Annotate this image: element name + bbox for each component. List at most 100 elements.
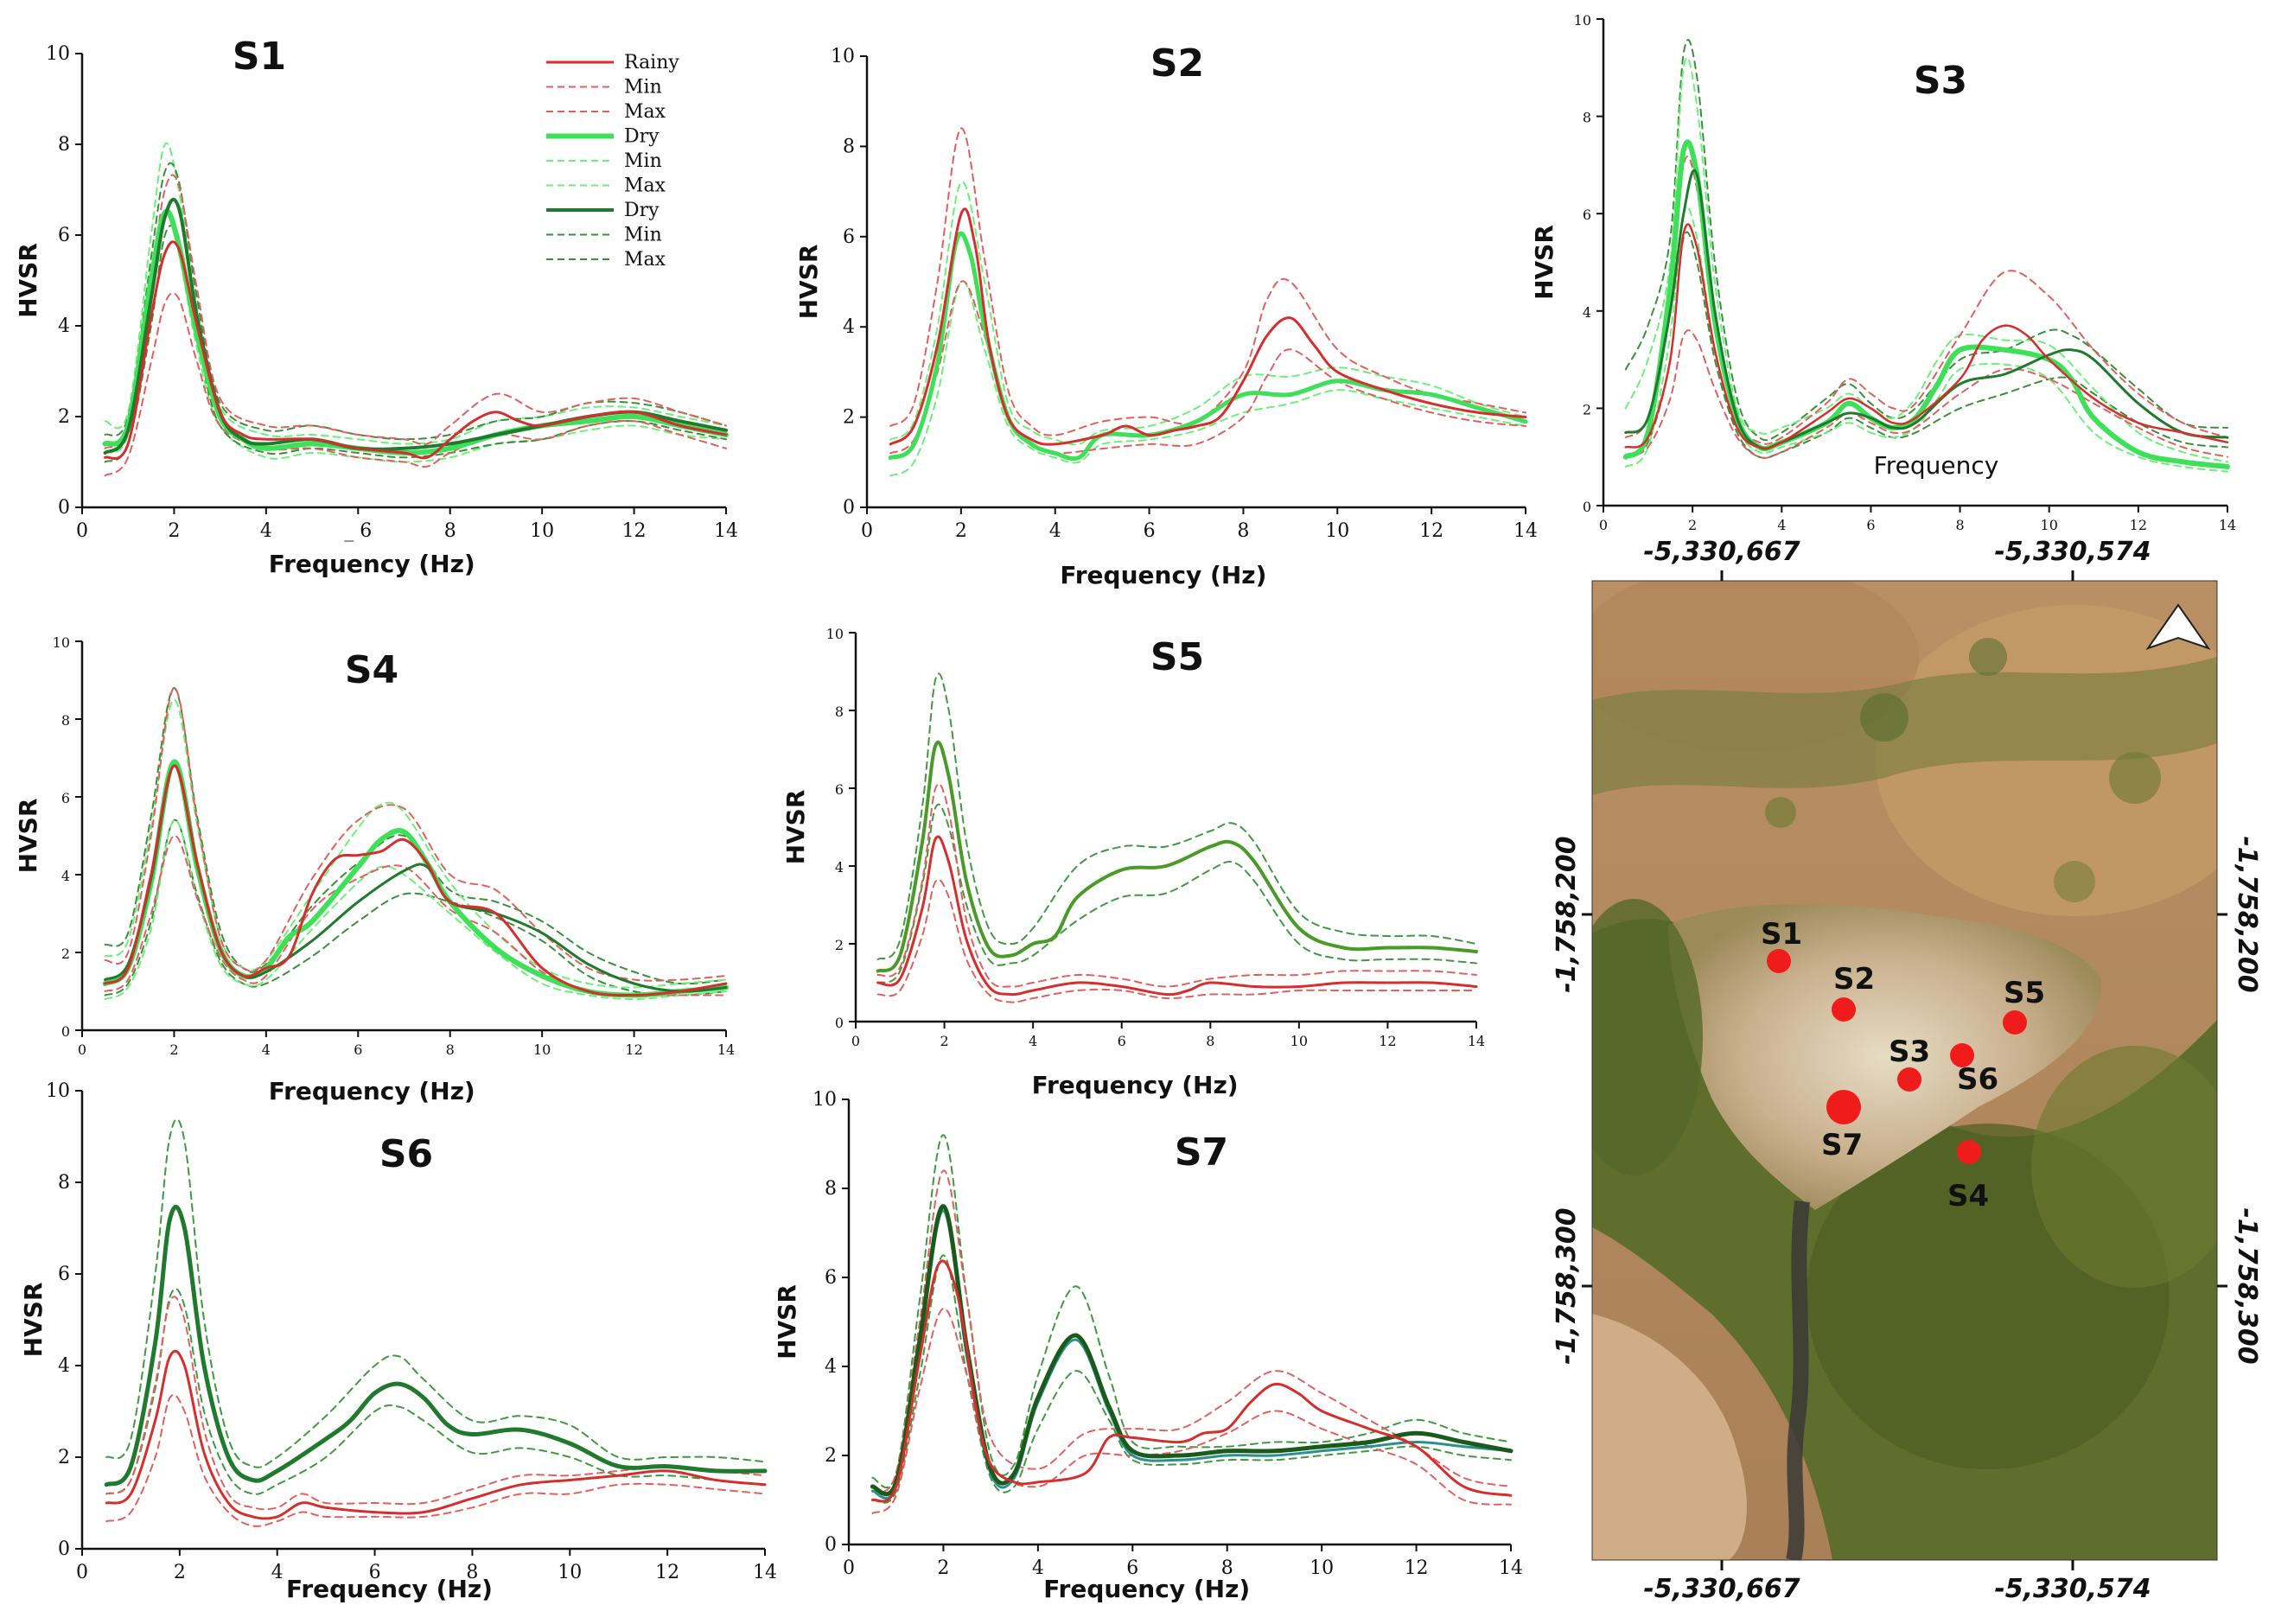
s1-title: S1 (233, 35, 286, 79)
s5-x-tick-label: 2 (940, 1033, 948, 1049)
s2-x-tick-label: 12 (1419, 520, 1443, 542)
s4-y-label: HVSR (14, 799, 42, 874)
s3-y-tick-label: 10 (1574, 12, 1591, 29)
s4-series-dry-light-min (104, 818, 727, 1000)
s6-x-tick-label: 14 (753, 1562, 777, 1583)
chart-panel-s1: 0 2 4 6 8 10 0 2 4 _ 6 8 10 12 14 S1 HVSR Frequency (Hz) (14, 35, 738, 578)
site-marker-s5 (2003, 1010, 2027, 1035)
s2-x-label: Frequency (Hz) (1060, 561, 1266, 589)
site-marker-s1 (1767, 949, 1791, 973)
s2-x-tick-label: 8 (1237, 520, 1249, 542)
s1-x-tick-label: 8 (444, 520, 456, 542)
s4-x-tick-label: 14 (717, 1041, 735, 1058)
s7-x-tick-label: 0 (843, 1557, 855, 1579)
s2-x-tick-label: 0 (861, 520, 873, 542)
chart-panel-s6: 0 2 4 6 8 10 0 2 4 6 8 10 12 14 S6 HVSR Frequency (Hz) (19, 1080, 777, 1603)
s7-series-dry (870, 1204, 1513, 1497)
s2-y-tick-label: 6 (843, 226, 855, 248)
s2-series-dry-max (889, 181, 1526, 446)
s6-series-dry (104, 1205, 768, 1487)
s2-series-rainy (889, 207, 1527, 446)
s3-y-tick-label: 4 (1583, 304, 1591, 321)
s3-series-rainy (1624, 223, 2229, 449)
s5-x-tick-label: 8 (1206, 1033, 1214, 1049)
s7-series-rainy (870, 1259, 1513, 1503)
s3-x-tick-label: 10 (2041, 517, 2058, 533)
s2-series-dry-min (889, 280, 1526, 477)
s5-title: S5 (1150, 635, 1204, 679)
s2-x-tick-label: 14 (1513, 520, 1538, 542)
s3-y-tick-label: 2 (1583, 401, 1591, 417)
s4-series-dry-light (102, 759, 729, 998)
s2-x-tick-label: 10 (1325, 520, 1349, 542)
s6-y-label: HVSR (19, 1283, 48, 1358)
s4-series-dry-light-max (104, 698, 727, 989)
s2-x-tick-label: 2 (955, 520, 967, 542)
s1-series-dry-light (102, 208, 729, 455)
s4-x-tick-label: 8 (446, 1041, 455, 1058)
s5-x-tick-label: 4 (1029, 1033, 1037, 1049)
s1-series-dry-light-min (104, 210, 727, 463)
s5-x-label: Frequency (Hz) (1032, 1071, 1239, 1099)
s3-x-tick-label: 2 (1688, 517, 1697, 533)
s3-title: S3 (1914, 59, 1967, 103)
s6-y-tick-label: 8 (58, 1172, 70, 1194)
s1-y-tick-label: 2 (58, 406, 70, 428)
s3-series-dry-light (1622, 139, 2230, 469)
north-arrow-icon (2145, 603, 2211, 650)
legend-label-6: Dry (624, 200, 660, 221)
s1-y-tick-label: 8 (58, 134, 70, 156)
s4-x-tick-label: 2 (169, 1041, 178, 1058)
s3-y-tick-label: 8 (1583, 110, 1591, 126)
s6-y-tick-label: 0 (58, 1538, 70, 1560)
s6-series-rainy-min (105, 1393, 766, 1527)
s1-x-tick-label: 12 (622, 520, 647, 542)
s5-series-rainy-min (876, 878, 1477, 1003)
s5-y-tick-label: 8 (835, 704, 844, 720)
s4-y-tick-label: 4 (61, 868, 70, 884)
s1-x-label: Frequency (Hz) (269, 550, 475, 578)
s5-y-label: HVSR (781, 790, 810, 865)
site-label-s2: S2 (1833, 962, 1875, 997)
s1-series-rainy-min (104, 291, 727, 477)
s2-y-tick-label: 8 (843, 136, 855, 157)
s5-y-tick-label: 0 (835, 1015, 844, 1031)
s6-y-tick-label: 10 (46, 1080, 70, 1102)
s7-y-tick-label: 10 (812, 1089, 837, 1111)
site-marker-s2 (1832, 997, 1856, 1022)
s3-x-tick-label: 6 (1866, 517, 1875, 533)
site-label-s1: S1 (1761, 917, 1802, 952)
s3-series-dry-light-max (1624, 56, 2228, 463)
s6-x-tick-label: 12 (655, 1562, 679, 1583)
site-label-s5: S5 (2004, 976, 2045, 1010)
s6-x-tick-label: 6 (369, 1562, 381, 1583)
s4-x-tick-label: 6 (354, 1041, 362, 1058)
legend-label-5: Max (624, 175, 666, 197)
s5-y-tick-label: 6 (835, 781, 844, 798)
s6-x-tick-label: 4 (271, 1562, 284, 1583)
s3-x-tick-label: 8 (1955, 517, 1964, 533)
s7-series-dry-min (871, 1254, 1512, 1504)
legend-label-0: Rainy (624, 52, 679, 73)
s5-series-dry (876, 741, 1478, 973)
s1-series-dry-light-max (104, 142, 727, 445)
s1-y-tick-label: 10 (46, 43, 70, 65)
s7-x-tick-label: 2 (937, 1557, 949, 1579)
s2-title: S2 (1150, 41, 1204, 86)
s7-series-dry-max (871, 1134, 1512, 1488)
s4-x-label: Frequency (Hz) (269, 1077, 475, 1105)
site-marker-s3 (1897, 1067, 1921, 1092)
s6-x-tick-label: 0 (76, 1562, 88, 1583)
aerial-map: -5,330,667 -5,330,574 -5,330,667 -5,330,… (1552, 537, 2262, 1604)
s4-series-dry-dark-max (104, 687, 727, 985)
s4-series-rainy (104, 764, 728, 997)
s5-x-tick-label: 0 (851, 1033, 860, 1049)
s3-x-tick-label: 4 (1777, 517, 1786, 533)
site-marker-s4 (1957, 1140, 1981, 1164)
s1-x-tick-label: 4 (260, 520, 272, 542)
s2-y-tick-label: 4 (843, 316, 855, 338)
map-image (1592, 581, 2217, 1560)
s1-y-tick-label: 0 (58, 497, 70, 519)
s5-series-dry-max (876, 672, 1477, 960)
